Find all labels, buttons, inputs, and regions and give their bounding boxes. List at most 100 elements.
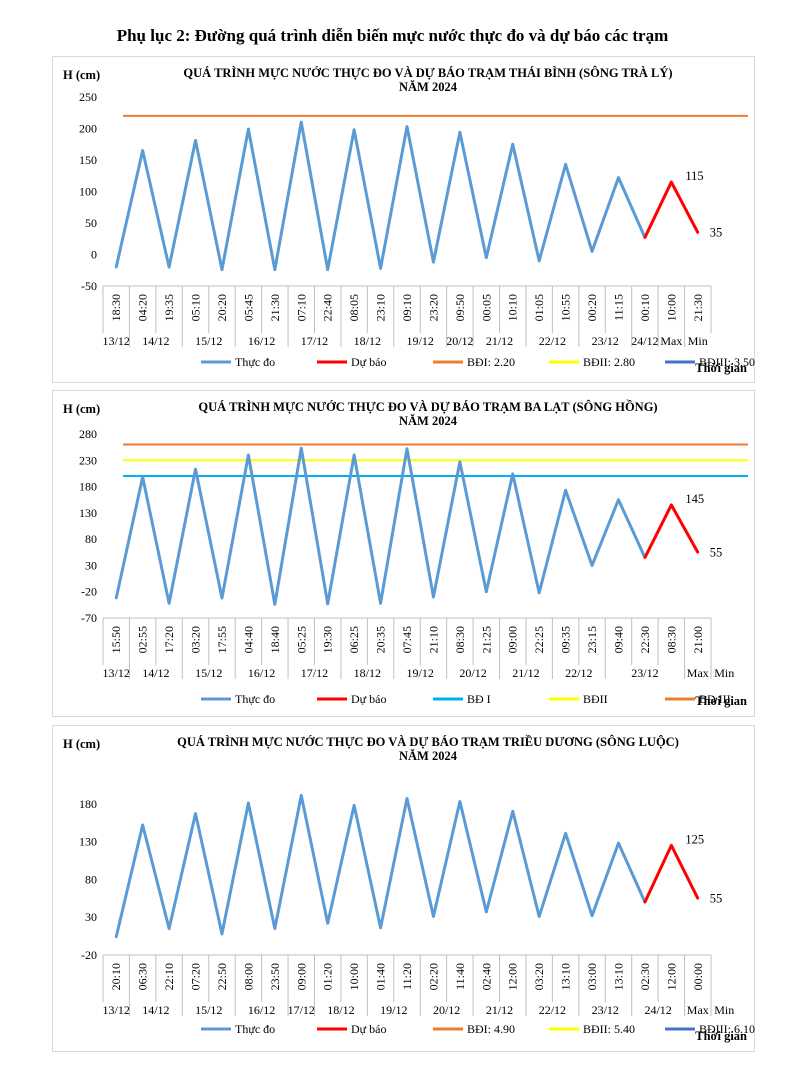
- x-time-label: 21:25: [479, 626, 493, 653]
- observed-point: [352, 453, 356, 457]
- forecast-point: [670, 844, 673, 847]
- observed-point: [485, 910, 488, 914]
- observed-point: [458, 800, 462, 803]
- y-tick-label: 80: [85, 532, 97, 546]
- chart-subtitle: NĂM 2024: [399, 414, 458, 428]
- forecast-point: [643, 556, 647, 559]
- x-time-label: 10:00: [347, 963, 361, 990]
- x-date-label: 13/12: [103, 1003, 130, 1017]
- observed-point: [379, 267, 382, 270]
- x-date-label: 21/12: [486, 1003, 513, 1017]
- x-time-label: 21:30: [268, 294, 282, 321]
- observed-point: [299, 120, 303, 124]
- x-date-label: 18/12: [354, 334, 381, 348]
- x-time-label: 20:10: [109, 963, 123, 990]
- y-tick-label: -70: [81, 611, 97, 625]
- chart-panel-trieu-duong: QUÁ TRÌNH MỰC NƯỚC THỰC ĐO VÀ DỰ BÁO TRẠ…: [52, 725, 755, 1052]
- x-date-label: 20/12: [459, 666, 486, 680]
- x-date-label: 13/12: [103, 666, 130, 680]
- x-time-label: 06:25: [347, 626, 361, 653]
- y-tick-label: 30: [85, 910, 97, 924]
- forecast-data-label: 55: [710, 545, 723, 559]
- forecast-series-line: [643, 180, 700, 239]
- legend-label: BĐ III: [699, 692, 731, 706]
- observed-point: [220, 932, 224, 936]
- x-date-label: 21/12: [486, 334, 513, 348]
- observed-point: [432, 260, 435, 264]
- observed-point: [617, 176, 620, 179]
- x-time-label: 05:10: [189, 294, 203, 321]
- y-tick-label: 100: [79, 185, 97, 199]
- observed-point: [167, 265, 171, 269]
- x-date-label: 19/12: [407, 666, 434, 680]
- forecast-series-line: [643, 503, 700, 559]
- observed-point: [590, 914, 594, 917]
- observed-point: [458, 460, 462, 464]
- y-tick-label: 250: [79, 90, 97, 104]
- x-date-label: 13/12: [103, 334, 130, 348]
- observed-point: [485, 256, 488, 259]
- x-date-label: Max: [660, 334, 682, 348]
- x-date-label: 22/12: [565, 666, 592, 680]
- observed-point: [220, 268, 224, 271]
- observed-point: [247, 127, 250, 131]
- chart-thai-binh: QUÁ TRÌNH MỰC NƯỚC THỰC ĐO VÀ DỰ BÁO TRẠ…: [63, 66, 755, 375]
- x-time-label: 10:10: [506, 294, 520, 321]
- chart-ba-lat: QUÁ TRÌNH MỰC NƯỚC THỰC ĐO VÀ DỰ BÁO TRẠ…: [63, 399, 748, 708]
- x-date-label: 20/12: [433, 1003, 460, 1017]
- x-time-label: 22:30: [638, 626, 652, 653]
- observed-series-line: [114, 793, 647, 938]
- x-date-label: 14/12: [142, 1003, 169, 1017]
- observed-point: [511, 472, 515, 476]
- observed-point: [564, 163, 567, 166]
- x-date-label: 23/12: [592, 334, 619, 348]
- observed-point: [590, 564, 594, 567]
- forecast-point: [696, 550, 700, 554]
- y-tick-label: 30: [85, 558, 97, 572]
- x-time-label: 17:20: [162, 626, 176, 653]
- x-axis-label: Thời gian: [695, 694, 747, 708]
- x-date-label: 16/12: [248, 1003, 275, 1017]
- forecast-data-label: 125: [685, 832, 704, 846]
- x-time-label: 09:35: [559, 626, 573, 653]
- forecast-data-label: 35: [710, 225, 723, 239]
- forecast-data-label: 55: [710, 891, 723, 905]
- x-time-label: 20:20: [215, 294, 229, 321]
- chart-title: QUÁ TRÌNH MỰC NƯỚC THỰC ĐO VÀ DỰ BÁO TRẠ…: [183, 66, 672, 80]
- chart-title: QUÁ TRÌNH MỰC NƯỚC THỰC ĐO VÀ DỰ BÁO TRẠ…: [177, 734, 679, 749]
- x-time-label: 22:25: [532, 626, 546, 653]
- x-date-label: 17/12: [288, 1003, 315, 1017]
- observed-point: [194, 139, 197, 142]
- legend-label: BĐII: 2.80: [583, 355, 635, 369]
- observed-point: [432, 915, 435, 918]
- y-axis-label: H (cm): [63, 737, 100, 751]
- x-time-label: 17:55: [215, 626, 229, 653]
- x-date-label: Max: [687, 666, 709, 680]
- observed-point: [352, 804, 356, 807]
- observed-point: [564, 488, 567, 492]
- observed-point: [247, 801, 250, 805]
- x-time-label: 00:05: [479, 294, 493, 321]
- observed-point: [590, 250, 594, 253]
- x-date-label: 15/12: [195, 334, 222, 348]
- observed-point: [114, 596, 118, 600]
- x-time-label: 04:40: [241, 626, 255, 653]
- x-date-label: 17/12: [301, 334, 328, 348]
- y-tick-label: 0: [91, 248, 97, 262]
- x-time-label: 00:20: [585, 294, 599, 321]
- x-time-label: 19:35: [162, 294, 176, 321]
- x-time-label: 18:30: [109, 294, 123, 321]
- legend-label: Thực đo: [235, 692, 275, 706]
- x-date-label: 16/12: [248, 666, 275, 680]
- x-time-label: 11:20: [400, 963, 414, 990]
- y-axis-label: H (cm): [63, 68, 100, 82]
- observed-point: [379, 926, 382, 930]
- observed-point: [299, 446, 303, 450]
- observed-point: [326, 268, 329, 271]
- observed-point: [485, 590, 488, 594]
- legend-label: Dự báo: [351, 692, 387, 706]
- observed-series-line: [114, 446, 647, 606]
- observed-point: [273, 268, 277, 271]
- y-tick-label: 50: [85, 216, 97, 230]
- x-date-label: 14/12: [142, 666, 169, 680]
